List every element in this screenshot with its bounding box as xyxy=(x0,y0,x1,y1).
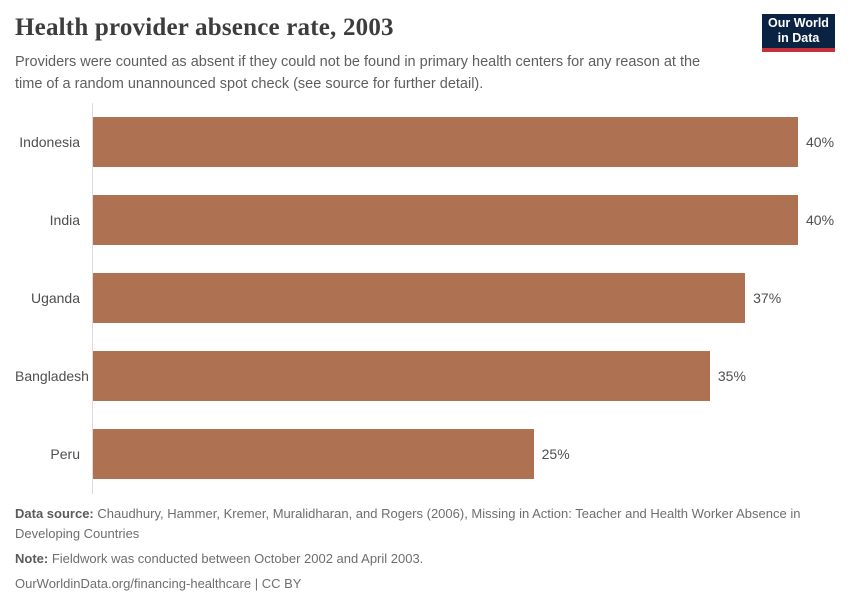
owid-logo-line1: Our World xyxy=(768,16,829,30)
bar-track: 40% xyxy=(93,194,834,245)
bar-chart: Indonesia 40% India 40% Uganda 37% Bangladesh 3… xyxy=(15,96,835,494)
bar-row: Bangladesh 35% xyxy=(15,350,835,401)
bar-track: 37% xyxy=(93,272,798,323)
data-source-label: Data source: xyxy=(15,505,94,521)
bar-track: 25% xyxy=(93,428,798,479)
category-label: Uganda xyxy=(30,289,80,306)
bar-row: Indonesia 40% xyxy=(15,116,835,167)
chart-header: Health provider absence rate, 2003 Provi… xyxy=(15,13,835,96)
footer-url-link[interactable]: OurWorldinData.org/financing-healthcare xyxy=(15,575,252,591)
bar[interactable] xyxy=(93,194,798,245)
bar-track: 40% xyxy=(93,116,834,167)
note-text: Fieldwork was conducted between October … xyxy=(51,550,424,566)
footer-separator: | xyxy=(254,575,259,591)
note-label: Note: xyxy=(15,550,49,566)
chart-subtitle: Providers were counted as absent if they… xyxy=(15,54,701,92)
category-label: India xyxy=(49,211,80,228)
bar-track: 35% xyxy=(93,350,798,401)
value-label: 37% xyxy=(753,289,782,306)
value-label: 35% xyxy=(717,367,746,384)
bar[interactable] xyxy=(93,428,534,479)
bar[interactable] xyxy=(93,116,798,167)
y-axis-line xyxy=(92,102,93,494)
title-block: Health provider absence rate, 2003 Provi… xyxy=(15,13,730,96)
category-label: Peru xyxy=(50,445,80,462)
data-source-text: Chaudhury, Hammer, Kremer, Muralidharan,… xyxy=(15,505,801,541)
value-label: 25% xyxy=(541,445,570,462)
bar[interactable] xyxy=(93,272,746,323)
bar-row: India 40% xyxy=(15,194,835,245)
attribution-line: OurWorldinData.org/financing-healthcare … xyxy=(15,574,810,594)
owid-logo[interactable]: Our World in Data xyxy=(762,14,835,52)
category-label: Bangladesh xyxy=(15,367,89,384)
value-label: 40% xyxy=(806,211,835,228)
value-label: 40% xyxy=(806,133,835,150)
data-source-line: Data source: Chaudhury, Hammer, Kremer, … xyxy=(15,504,810,544)
owid-logo-line2: in Data xyxy=(777,31,820,45)
bar[interactable] xyxy=(93,350,710,401)
footer-license: CC BY xyxy=(261,575,302,591)
category-label: Indonesia xyxy=(19,133,80,150)
chart-footer: Data source: Chaudhury, Hammer, Kremer, … xyxy=(15,504,810,595)
chart-title: Health provider absence rate, 2003 xyxy=(15,14,394,41)
bar-row: Uganda 37% xyxy=(15,272,835,323)
bar-row: Peru 25% xyxy=(15,428,835,479)
note-line: Note: Fieldwork was conducted between Oc… xyxy=(15,549,810,569)
